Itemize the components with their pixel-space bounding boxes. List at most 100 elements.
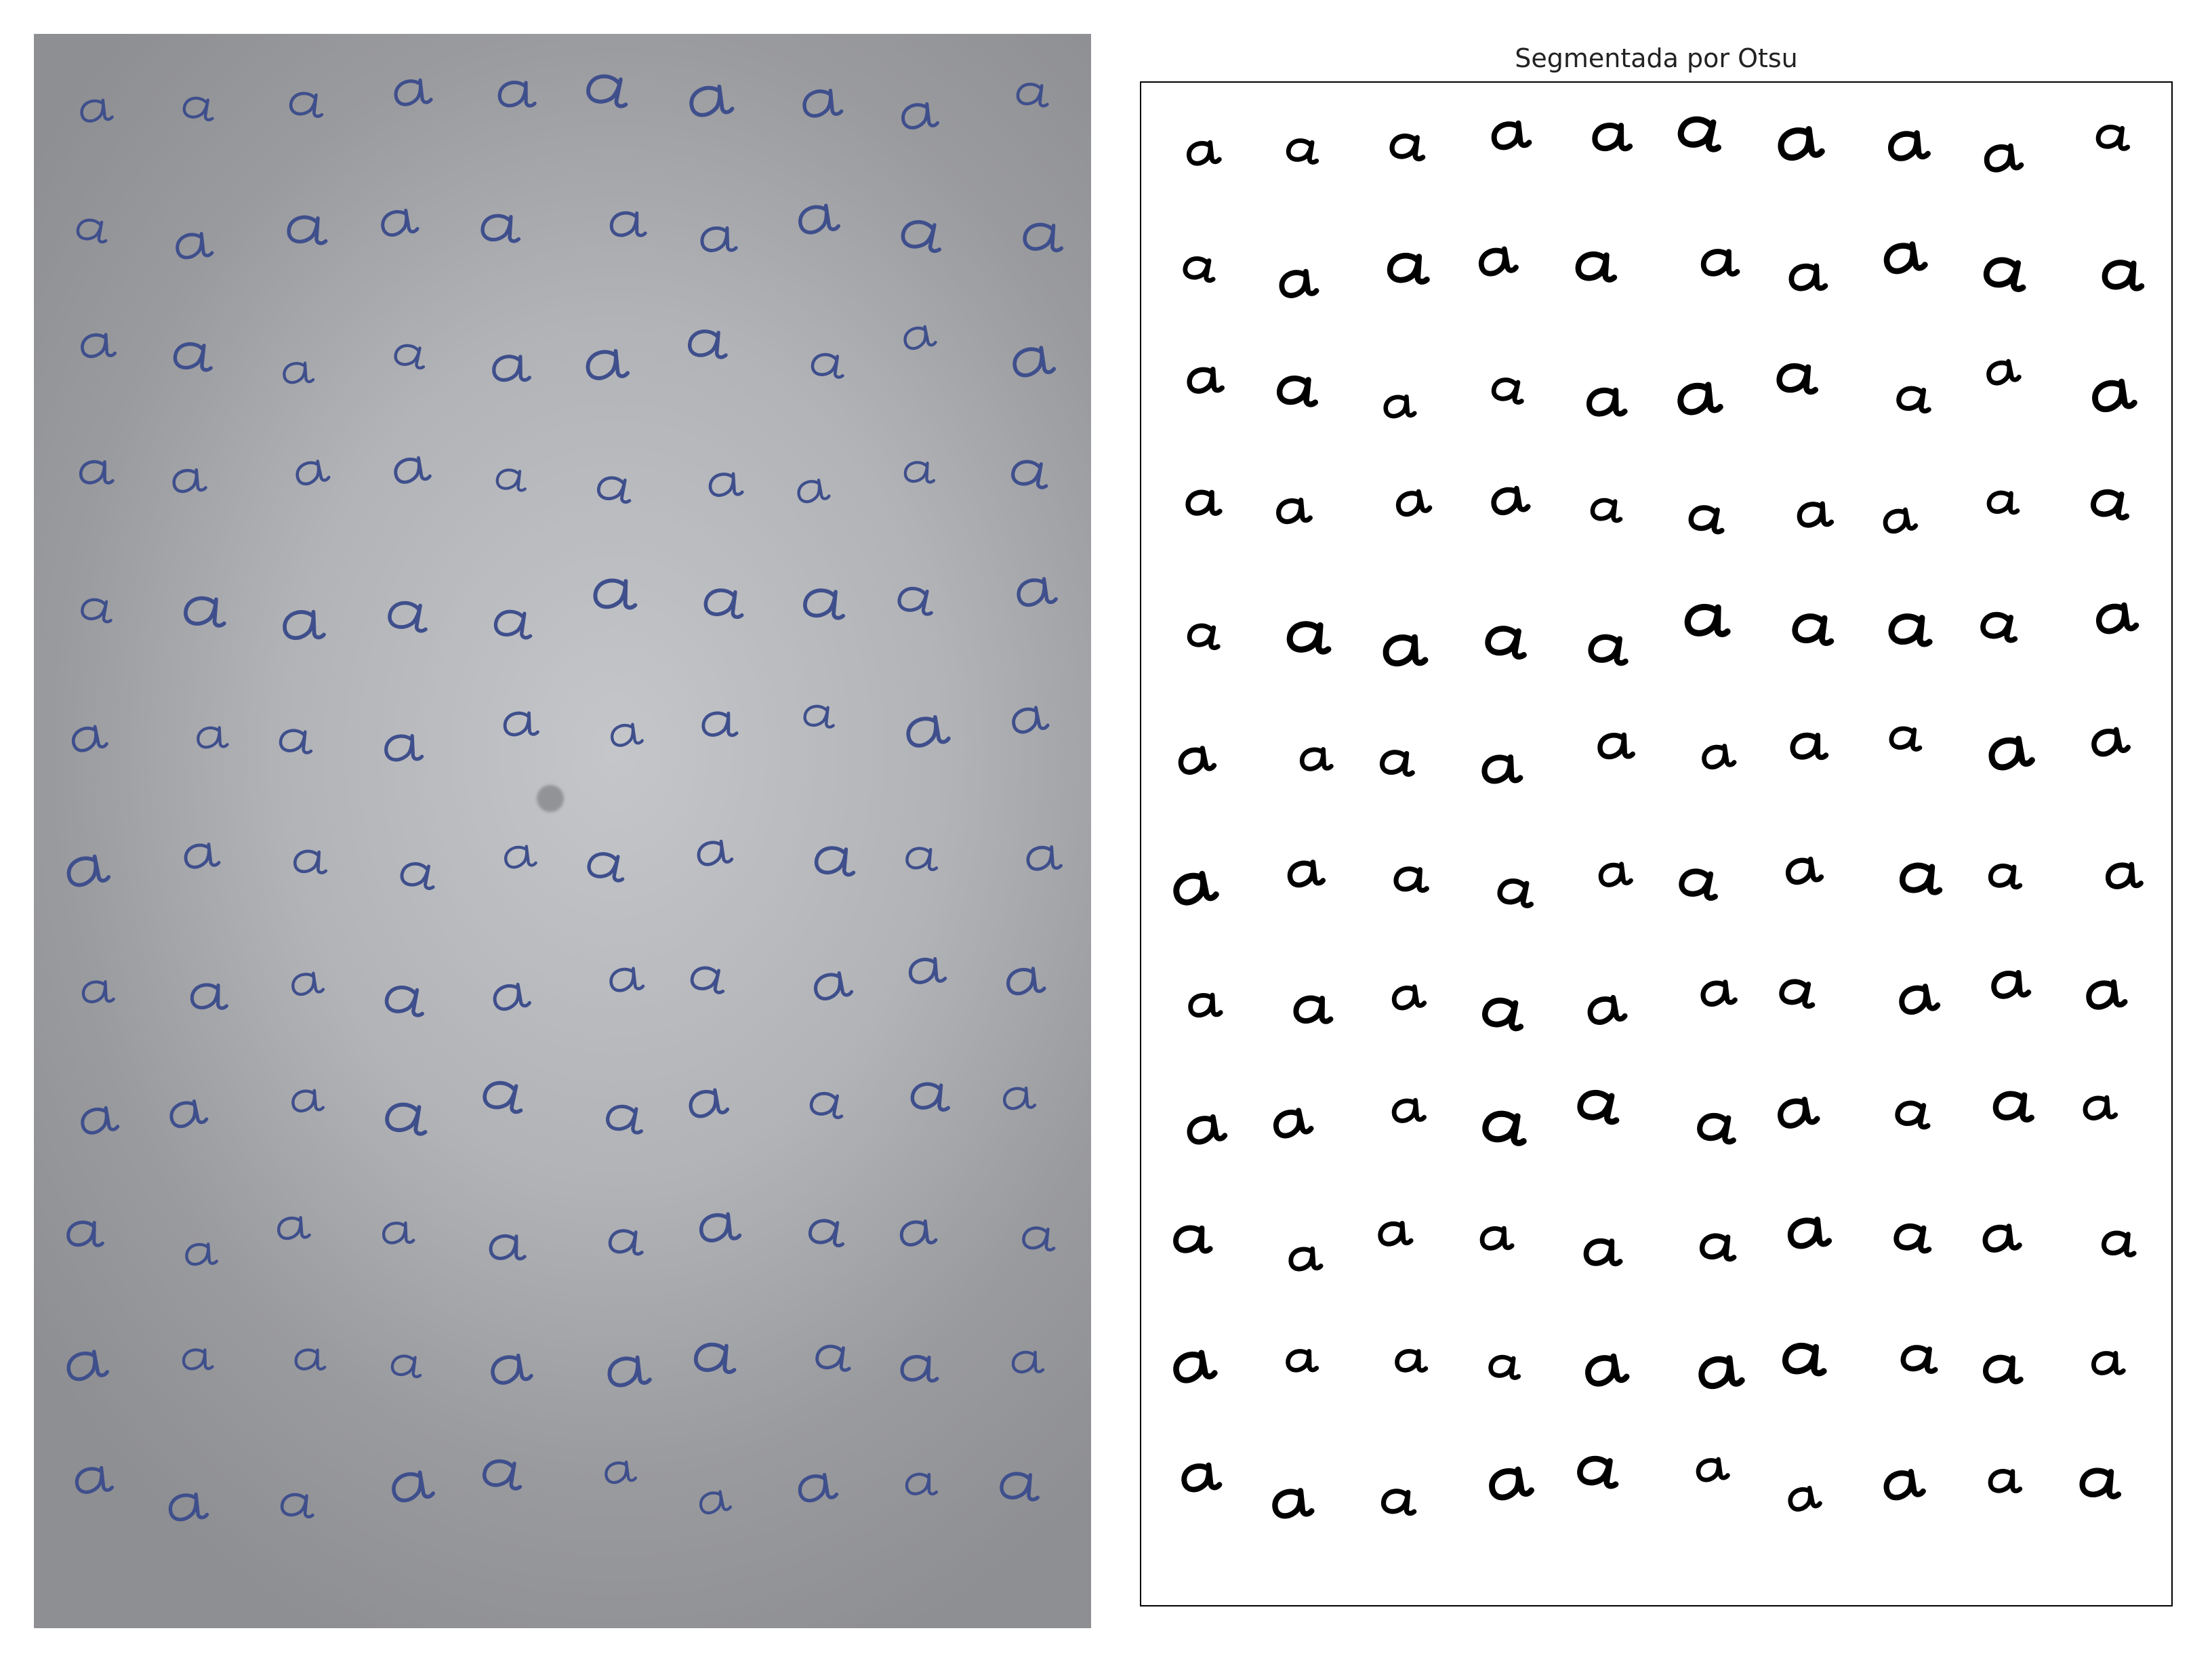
handwritten-a-glyph	[1187, 1114, 1228, 1145]
handwritten-a-glyph	[1395, 1349, 1429, 1373]
handwritten-a-glyph	[905, 847, 939, 872]
handwritten-a-glyph	[392, 1470, 436, 1503]
handwritten-a-glyph	[910, 1082, 950, 1112]
handwritten-a-glyph	[173, 342, 213, 372]
handwritten-a-glyph	[1273, 1108, 1314, 1139]
handwritten-a-glyph	[1700, 249, 1740, 277]
handwritten-a-glyph	[689, 1088, 730, 1118]
otsu-segmented-image	[1140, 81, 2173, 1606]
handwritten-a-glyph	[1482, 1110, 1527, 1146]
handwritten-a-glyph	[803, 704, 835, 729]
handwritten-a-glyph	[1899, 984, 1941, 1015]
handwritten-a-glyph	[185, 1242, 218, 1266]
handwritten-a-glyph	[2101, 1230, 2137, 1257]
handwritten-a-glyph	[1485, 626, 1527, 660]
handwritten-a-glyph	[1380, 750, 1415, 777]
handwritten-a-glyph	[1026, 845, 1063, 871]
handwritten-a-glyph	[1588, 634, 1629, 666]
handwritten-a-glyph	[1383, 394, 1417, 419]
handwritten-a-glyph	[1286, 138, 1319, 165]
handwritten-a-glyph	[1286, 621, 1332, 655]
handwritten-a-glyph	[1679, 868, 1718, 901]
handwritten-a-glyph	[587, 852, 625, 883]
handwritten-a-glyph	[483, 1459, 523, 1491]
handwritten-a-glyph	[1684, 603, 1731, 637]
handwritten-a-glyph	[1988, 864, 2023, 890]
handwritten-a-glyph	[483, 1080, 523, 1114]
handwritten-a-glyph	[1583, 1238, 1623, 1267]
handwritten-a-glyph	[2091, 727, 2131, 757]
handwritten-a-glyph	[1984, 143, 2024, 173]
handwritten-a-glyph	[384, 985, 424, 1017]
handwritten-a-glyph	[1287, 860, 1326, 888]
handwritten-a-glyph	[1982, 1224, 2022, 1253]
handwritten-a-glyph	[79, 460, 115, 485]
handwritten-a-glyph	[814, 846, 856, 877]
handwritten-a-glyph	[1489, 1466, 1534, 1501]
handwritten-a-glyph	[1980, 611, 2018, 643]
handwritten-a-glyph	[1393, 866, 1429, 893]
handwritten-a-glyph	[1481, 754, 1523, 784]
handwritten-a-glyph	[1178, 746, 1217, 775]
handwritten-a-glyph	[1782, 1343, 1827, 1377]
handwritten-a-glyph	[1702, 744, 1737, 770]
handwritten-a-glyph	[1700, 1233, 1737, 1262]
handwritten-a-glyph	[2091, 489, 2130, 521]
handwritten-a-glyph	[1277, 376, 1318, 407]
handwritten-a-glyph	[1986, 490, 2020, 515]
handwritten-a-glyph	[609, 967, 645, 992]
handwritten-a-glyph	[293, 849, 328, 874]
handwritten-a-glyph	[908, 956, 947, 984]
handwritten-a-glyph	[1991, 970, 2032, 999]
handwritten-a-glyph	[1017, 577, 1058, 607]
handwritten-a-glyph	[903, 325, 937, 350]
paper-stain	[537, 785, 564, 812]
handwritten-a-glyph	[701, 711, 739, 737]
handwritten-a-glyph	[75, 1465, 115, 1494]
handwritten-a-glyph	[814, 971, 854, 1000]
handwritten-a-glyph	[1586, 387, 1628, 417]
handwritten-a-glyph	[586, 348, 630, 380]
handwritten-a-glyph	[1183, 256, 1216, 283]
handwritten-a-glyph	[586, 74, 628, 108]
handwritten-a-glyph	[504, 845, 537, 869]
handwritten-a-glyph	[1491, 378, 1524, 405]
handwritten-a-glyph	[1187, 623, 1221, 651]
handwritten-a-glyph	[1590, 498, 1623, 523]
handwritten-a-glyph	[811, 352, 844, 379]
handwritten-a-glyph	[81, 979, 115, 1004]
handwritten-a-glyph	[708, 472, 744, 498]
handwritten-a-glyph	[503, 711, 539, 737]
handwritten-a-glyph	[1592, 122, 1633, 152]
handwritten-a-glyph	[1697, 1112, 1736, 1145]
handwritten-a-glyph	[1479, 246, 1519, 277]
handwritten-a-glyph	[287, 215, 328, 245]
handwritten-a-glyph	[385, 1102, 428, 1136]
handwritten-a-glyph	[809, 1092, 844, 1120]
handwritten-a-glyph	[1792, 613, 1835, 646]
handwritten-a-glyph	[1575, 251, 1618, 283]
handwritten-a-glyph	[797, 479, 831, 504]
handwritten-a-glyph	[808, 1219, 845, 1248]
handwritten-a-glyph	[1598, 862, 1633, 887]
handwritten-a-glyph	[1012, 346, 1057, 378]
handwritten-a-glyph	[400, 862, 435, 891]
handwritten-a-glyph	[1387, 253, 1430, 285]
handwritten-a-glyph	[605, 1460, 638, 1484]
handwritten-a-glyph	[1788, 263, 1828, 291]
handwritten-a-glyph	[1276, 498, 1313, 525]
handwritten-a-glyph	[1185, 489, 1223, 516]
handwritten-a-glyph	[1884, 241, 1928, 275]
handwritten-a-glyph	[1895, 1100, 1931, 1130]
handwritten-a-glyph	[1288, 1246, 1324, 1272]
handwritten-a-glyph	[197, 726, 229, 749]
handwritten-a-glyph	[611, 723, 644, 747]
handwritten-a-glyph	[703, 588, 744, 620]
photo-glyph-layer	[66, 74, 1064, 1522]
handwritten-a-glyph	[1986, 359, 2022, 386]
handwritten-a-glyph	[1491, 485, 1531, 516]
handwritten-a-glyph	[1173, 1225, 1213, 1254]
handwritten-a-glyph	[1272, 1488, 1315, 1519]
handwritten-a-glyph	[802, 88, 844, 118]
handwritten-a-glyph	[493, 982, 531, 1011]
